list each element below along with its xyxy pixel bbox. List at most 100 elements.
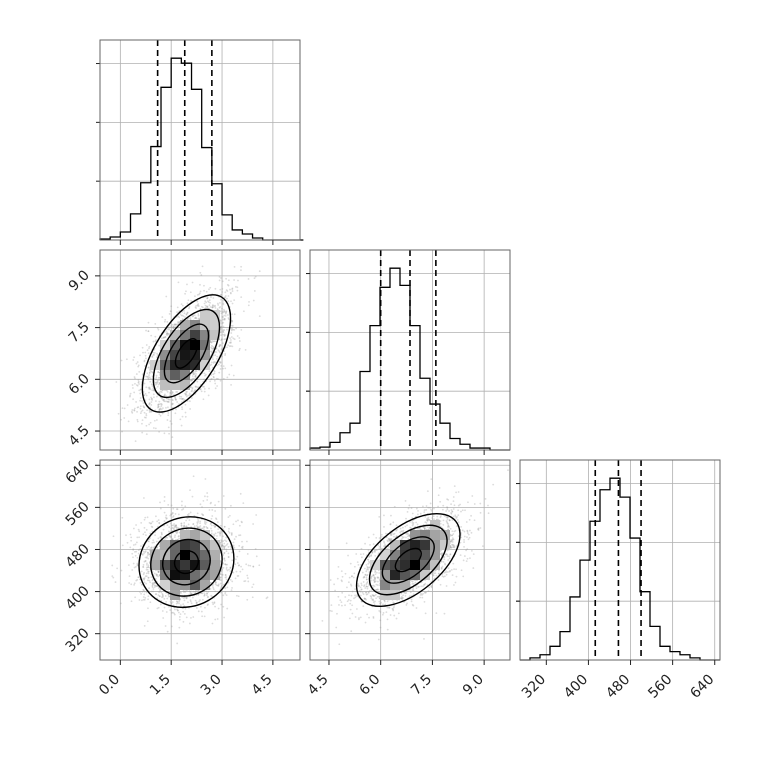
scatter-point	[128, 575, 131, 578]
scatter-point	[196, 512, 199, 515]
scatter-point	[173, 528, 176, 531]
scatter-point	[203, 284, 205, 287]
scatter-point	[143, 572, 146, 574]
scatter-point	[258, 315, 261, 318]
scatter-point	[225, 576, 228, 578]
scatter-point	[181, 398, 184, 400]
scatter-point	[221, 338, 223, 341]
scatter-point	[152, 427, 155, 429]
scatter-point	[132, 556, 134, 559]
scatter-point	[151, 385, 154, 387]
density-cell	[170, 360, 180, 370]
scatter-point	[140, 570, 143, 573]
scatter-point	[246, 574, 249, 577]
scatter-point	[163, 500, 166, 502]
scatter-point	[154, 383, 157, 386]
scatter-point	[191, 389, 193, 392]
scatter-point	[148, 372, 151, 374]
scatter-point	[152, 340, 155, 343]
scatter-point	[191, 377, 194, 380]
scatter-point	[198, 526, 201, 528]
scatter-point	[230, 547, 233, 550]
scatter-point	[193, 317, 196, 320]
scatter-point	[172, 507, 175, 510]
scatter-point	[178, 602, 180, 605]
scatter-point	[141, 346, 144, 349]
scatter-point	[194, 316, 197, 319]
scatter-point	[158, 408, 161, 411]
scatter-point	[168, 398, 171, 401]
scatter-point	[211, 306, 214, 309]
scatter-point	[175, 398, 177, 401]
scatter-point	[202, 514, 204, 516]
scatter-point	[156, 406, 159, 409]
scatter-point	[199, 290, 202, 293]
scatter-point	[219, 327, 222, 330]
scatter-point	[156, 546, 158, 549]
scatter-point	[229, 292, 232, 295]
scatter-point	[144, 531, 146, 534]
scatter-point	[160, 533, 163, 536]
scatter-point	[266, 596, 269, 599]
scatter-point	[170, 527, 173, 530]
scatter-point	[223, 616, 226, 619]
scatter-point	[193, 373, 196, 375]
scatter-point	[137, 381, 140, 384]
scatter-point	[188, 392, 191, 395]
scatter-point	[197, 305, 200, 307]
scatter-point	[227, 344, 230, 347]
scatter-point	[221, 307, 223, 310]
scatter-point	[146, 564, 148, 566]
scatter-point	[254, 275, 257, 278]
scatter-point	[161, 592, 164, 595]
scatter-point	[239, 492, 242, 495]
scatter-point	[153, 584, 156, 587]
scatter-point	[196, 522, 199, 525]
scatter-point	[224, 591, 227, 593]
scatter-point	[176, 600, 179, 603]
density-cell	[170, 380, 180, 390]
scatter-point	[151, 541, 154, 544]
scatter-point	[163, 524, 165, 527]
scatter-point	[158, 590, 161, 593]
scatter-point	[216, 302, 219, 305]
scatter-point	[223, 557, 226, 560]
scatter-point	[157, 594, 160, 597]
scatter-point	[238, 550, 241, 553]
scatter-point	[153, 351, 156, 354]
scatter-point	[173, 613, 176, 616]
scatter-point	[190, 397, 193, 399]
scatter-point	[179, 418, 182, 421]
scatter-point	[465, 521, 468, 523]
scatter-point	[165, 333, 168, 336]
scatter-point	[121, 544, 124, 547]
scatter-point	[157, 519, 160, 521]
scatter-point	[180, 395, 183, 398]
scatter-point	[121, 516, 124, 519]
scatter-point	[143, 416, 146, 419]
scatter-point	[186, 517, 189, 520]
scatter-point	[182, 610, 185, 613]
scatter-point	[133, 583, 136, 586]
scatter-point	[231, 587, 233, 589]
scatter-point	[168, 328, 170, 331]
scatter-point	[176, 531, 179, 534]
scatter-point	[153, 581, 156, 584]
scatter-point	[177, 609, 179, 612]
density-cell	[180, 340, 190, 350]
scatter-point	[147, 566, 150, 569]
scatter-point	[222, 311, 224, 314]
scatter-point	[134, 596, 137, 599]
scatter-point	[138, 599, 141, 601]
scatter-point	[219, 532, 221, 535]
scatter-point	[170, 530, 172, 533]
scatter-point	[203, 522, 206, 524]
scatter-point	[160, 408, 163, 411]
scatter-panel-2-3	[309, 459, 511, 661]
scatter-point	[219, 531, 222, 534]
scatter-point	[197, 386, 200, 389]
scatter-point	[170, 325, 173, 328]
scatter-point	[255, 555, 258, 558]
scatter-point	[147, 576, 150, 579]
scatter-point	[193, 389, 196, 392]
